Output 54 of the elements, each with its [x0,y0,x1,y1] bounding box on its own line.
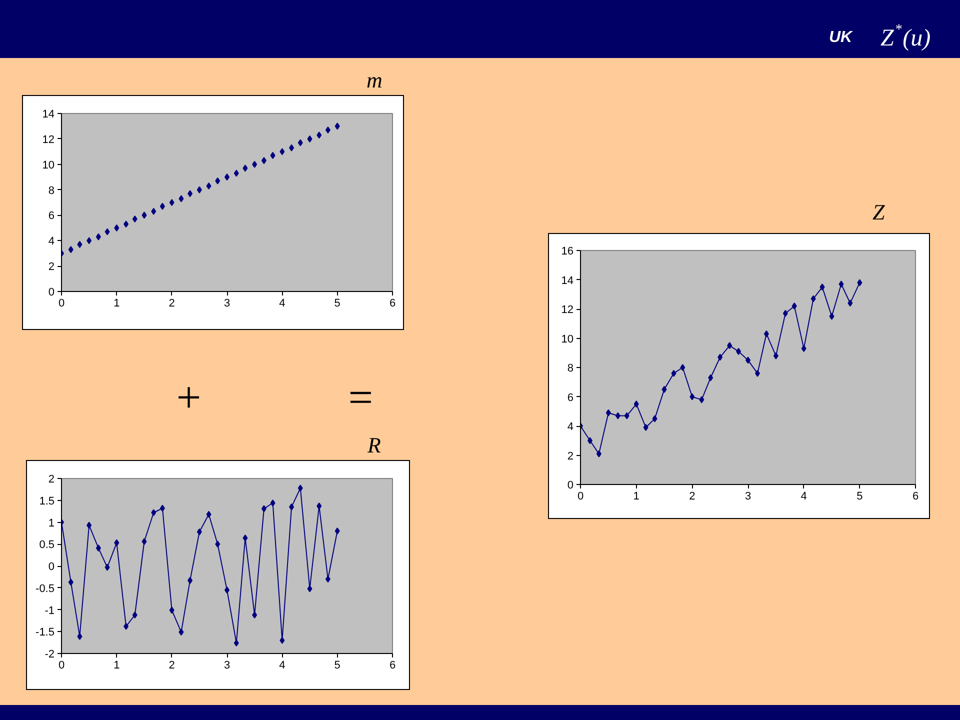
x-tick-label: 6 [389,660,396,672]
y-tick-label: -1.5 [36,626,55,639]
text: Z*(u) [880,22,931,52]
y-tick-label: 10 [561,333,574,346]
x-tick-label: 5 [856,490,863,502]
x-tick-label: 1 [114,660,120,672]
y-tick-label: 1.5 [39,495,55,508]
y-tick-label: 2 [567,450,574,462]
y-tick-label: 12 [561,304,574,316]
x-tick-label: 4 [279,660,286,672]
x-tick-label: 0 [58,660,65,672]
y-tick-label: 6 [48,210,55,222]
y-tick-label: -0.5 [36,582,55,595]
x-tick-label: 1 [633,490,640,502]
y-tick-label: -1 [44,604,54,617]
y-tick-label: 16 [561,246,574,258]
x-tick-label: 2 [168,298,175,310]
y-tick-label: 10 [42,159,55,172]
y-tick-label: 14 [561,274,574,287]
x-tick-label: 0 [577,490,584,502]
y-tick-label: -2 [44,648,54,660]
x-tick-label: 5 [334,298,340,310]
chart-title: R [366,432,382,458]
text: = [348,373,374,422]
x-tick-label: 2 [168,660,175,672]
x-tick-label: 4 [800,490,807,502]
y-tick-label: 14 [42,108,55,120]
x-tick-label: 3 [224,298,230,310]
y-tick-label: 12 [42,134,55,146]
chart-title: m [366,68,382,92]
chart-title: Z [872,200,886,224]
y-tick-label: 2 [48,261,55,274]
x-tick-label: 2 [689,490,696,502]
y-tick-label: 4 [567,421,574,433]
y-tick-label: 8 [48,184,55,197]
x-tick-label: 3 [224,660,230,672]
x-tick-label: 6 [389,298,396,310]
y-tick-label: 4 [48,236,55,248]
y-tick-label: 0.5 [39,539,55,552]
y-tick-label: 0 [48,286,55,298]
y-tick-label: 1 [48,517,55,530]
x-tick-label: 5 [334,660,340,672]
text: UK [828,29,854,46]
y-tick-label: 0 [48,561,55,573]
x-tick-label: 3 [744,490,752,502]
x-tick-label: 4 [279,298,286,310]
x-tick-label: 6 [912,490,919,502]
y-tick-label: 2 [48,474,55,486]
y-tick-label: 6 [567,392,574,404]
x-tick-label: 1 [114,298,120,310]
text: + [176,373,202,422]
y-tick-label: 8 [567,362,574,374]
y-tick-label: 0 [567,480,574,492]
x-tick-label: 0 [58,298,65,310]
